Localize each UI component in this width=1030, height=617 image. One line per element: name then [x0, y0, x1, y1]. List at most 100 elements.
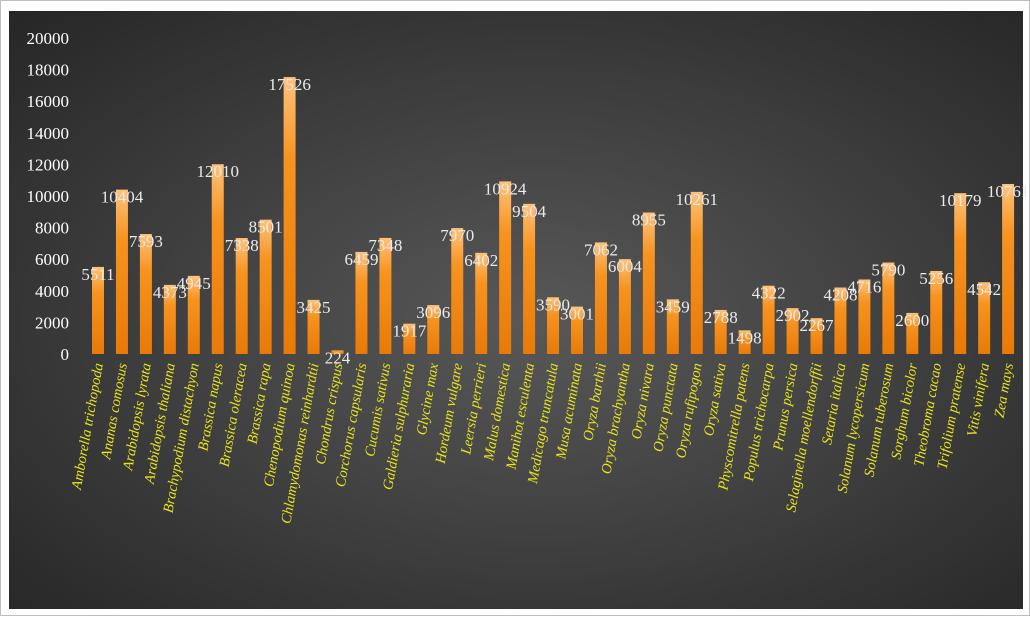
data-label: 1917	[392, 322, 427, 341]
bar	[331, 350, 344, 354]
y-axis-ticks: 0 2000 4000 6000 8000 10000 12000 14000 16000 180…	[27, 29, 70, 364]
bar	[92, 266, 104, 354]
data-label: 10924	[484, 179, 527, 198]
data-label: 7593	[129, 232, 163, 251]
x-category-label: Zea mays	[992, 362, 1017, 419]
y-tick-label: 2000	[35, 313, 69, 332]
bar	[906, 312, 919, 354]
bar	[115, 189, 128, 354]
y-tick-label: 16000	[27, 92, 70, 111]
data-label: 2267	[800, 316, 835, 335]
chart-background	[9, 11, 1023, 609]
bar	[618, 259, 631, 354]
data-label: 10761	[987, 182, 1030, 201]
bar	[571, 306, 583, 354]
data-label: 4542	[967, 280, 1001, 299]
data-label: 4322	[752, 284, 786, 303]
bar	[858, 279, 871, 354]
data-label: 3425	[297, 298, 331, 317]
bar	[594, 242, 607, 354]
data-label: 7970	[440, 226, 474, 245]
bars	[92, 77, 1015, 354]
bar	[211, 164, 224, 354]
bar	[499, 181, 512, 354]
data-label: 10404	[101, 188, 144, 207]
data-label: 9504	[512, 202, 547, 221]
bar	[882, 262, 895, 354]
data-label: 10261	[676, 190, 719, 209]
bar	[834, 287, 847, 354]
bar	[930, 270, 943, 354]
y-tick-label: 10000	[27, 187, 70, 206]
bar	[283, 77, 296, 354]
bar	[666, 299, 679, 354]
bar	[379, 237, 392, 354]
x-category-label: Amborella trichopoda	[69, 362, 107, 492]
y-tick-label: 12000	[27, 155, 70, 174]
bar	[259, 219, 272, 354]
data-label: 5790	[871, 261, 905, 280]
y-tick-label: 14000	[27, 124, 70, 143]
bar	[810, 318, 823, 354]
y-tick-label: 18000	[27, 61, 70, 80]
bar	[307, 299, 320, 354]
bar	[403, 323, 416, 354]
data-label: 3590	[536, 295, 570, 314]
data-label: 4716	[847, 277, 881, 296]
bar	[547, 297, 560, 354]
x-category-label: Vitis vinifera	[964, 362, 993, 438]
data-label: 4945	[177, 274, 211, 293]
bar	[427, 305, 440, 354]
data-label: 5256	[919, 269, 953, 288]
y-tick-label: 20000	[27, 29, 70, 48]
y-tick-label: 0	[61, 345, 70, 364]
data-label: 1498	[728, 328, 762, 347]
bar	[163, 284, 176, 354]
data-label: 6004	[608, 257, 643, 276]
bar	[738, 330, 751, 354]
data-label: 8955	[632, 211, 666, 230]
data-label: 3459	[656, 297, 690, 316]
data-label: 2902	[776, 306, 810, 325]
data-label: 7338	[225, 236, 259, 255]
bar	[786, 308, 799, 354]
y-tick-label: 8000	[35, 219, 69, 238]
bar	[978, 282, 991, 354]
data-label: 7062	[584, 240, 618, 259]
bar	[690, 191, 703, 354]
bar	[523, 203, 536, 354]
bar	[235, 238, 248, 354]
bar	[714, 309, 727, 354]
y-tick-label: 4000	[35, 282, 69, 301]
bar	[1002, 183, 1015, 354]
data-label: 3001	[560, 305, 594, 324]
bar	[475, 252, 488, 354]
bar	[139, 234, 152, 354]
bar	[642, 212, 655, 354]
data-label: 7348	[368, 236, 402, 255]
x-category-label: Oryza sativa	[701, 362, 730, 437]
y-tick-label: 6000	[35, 250, 69, 269]
bar	[762, 285, 775, 354]
data-label: 2600	[895, 311, 929, 330]
data-label: 12010	[197, 162, 240, 181]
data-label: 5511	[81, 265, 114, 284]
bar	[451, 228, 464, 354]
data-label: 17526	[268, 75, 311, 94]
data-label: 2788	[704, 308, 738, 327]
bar	[355, 251, 368, 354]
x-category-label: Glycine max	[414, 361, 443, 436]
data-label: 8501	[249, 218, 283, 237]
data-label: 4373	[153, 283, 187, 302]
bar	[954, 193, 967, 354]
data-label: 10179	[939, 191, 982, 210]
data-label: 3096	[416, 303, 450, 322]
bar	[187, 275, 200, 354]
data-label: 224	[325, 348, 351, 367]
data-label: 6402	[464, 251, 498, 270]
data-label: 4208	[823, 286, 857, 305]
